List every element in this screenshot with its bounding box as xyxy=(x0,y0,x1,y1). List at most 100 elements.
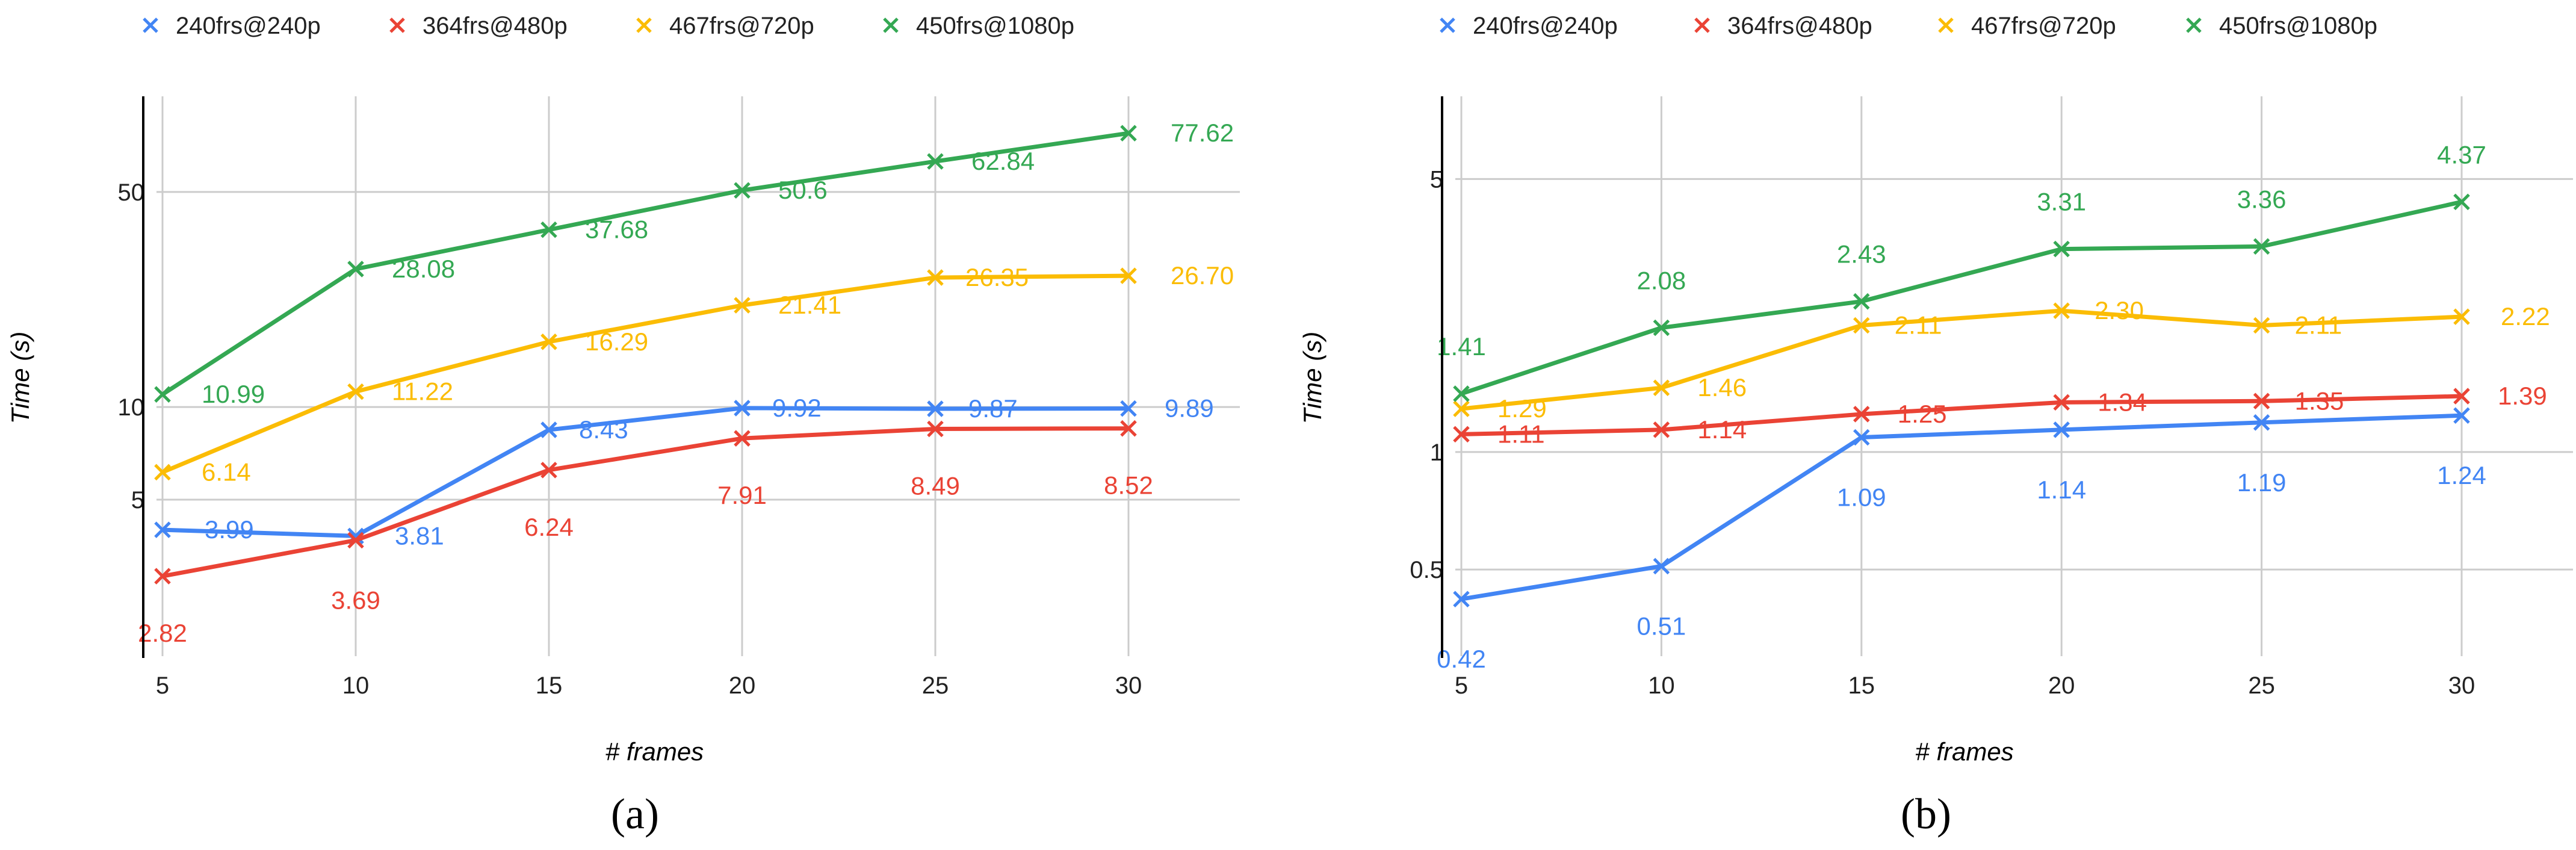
data-label: 37.68 xyxy=(585,216,648,244)
series-group: 0.42 0.51 1.09 1.14 1.19 1.24 1.11 1.14 1.25 1.34… xyxy=(1437,140,2550,673)
data-label: 1.39 xyxy=(2498,382,2547,410)
data-label: 2.11 xyxy=(1895,311,1942,339)
y-tick-label: 50 xyxy=(118,179,145,206)
y-tick-label: 5 xyxy=(1430,166,1443,193)
legend-marker-x-icon xyxy=(883,17,899,33)
legend-entry: 450frs@1080p xyxy=(883,13,1074,39)
data-label: 3.31 xyxy=(2037,188,2086,216)
data-label: 7.91 xyxy=(717,481,767,509)
data-point-marker xyxy=(1853,406,1870,423)
legend-entry: 240frs@240p xyxy=(143,13,321,39)
data-label: 1.14 xyxy=(2037,476,2086,504)
data-point-marker xyxy=(1653,319,1670,337)
data-label: 1.41 xyxy=(1437,332,1486,361)
legend-marker-x-icon xyxy=(2186,17,2202,33)
data-label: 26.70 xyxy=(1171,261,1234,290)
y-tick-label: 1 xyxy=(1430,439,1443,466)
data-label: 1.34 xyxy=(2098,388,2147,416)
data-point-marker xyxy=(540,462,557,479)
data-label: 8.49 xyxy=(911,471,960,500)
data-point-marker xyxy=(1853,429,1870,446)
data-point-marker xyxy=(2453,388,2470,405)
data-label: 2.11 xyxy=(2295,311,2342,339)
data-label: 1.19 xyxy=(2237,468,2287,497)
data-point-marker xyxy=(154,386,171,403)
data-label: 62.84 xyxy=(971,147,1035,175)
data-label: 50.6 xyxy=(778,176,828,204)
data-label: 0.42 xyxy=(1437,645,1486,673)
series-line xyxy=(1461,413,2462,601)
series-line xyxy=(1460,199,2462,396)
data-point-marker xyxy=(347,261,364,278)
y-axis-tick-labels: 0.5 1 5 xyxy=(1410,166,1443,583)
series-line xyxy=(161,131,1129,397)
data-point-marker xyxy=(1853,293,1870,310)
legend-entry: 467frs@720p xyxy=(636,13,814,39)
data-point-marker xyxy=(347,383,364,400)
legend-entry: 364frs@480p xyxy=(1694,13,1872,39)
data-point-marker xyxy=(1453,426,1470,443)
x-tick-label: 10 xyxy=(1648,672,1675,699)
data-point-marker xyxy=(734,430,751,447)
data-label: 2.22 xyxy=(2501,302,2550,330)
data-point-marker xyxy=(2453,407,2470,424)
data-point-marker xyxy=(2253,238,2270,255)
legend-label: 364frs@480p xyxy=(423,13,568,39)
data-label: 8.52 xyxy=(1104,471,1153,500)
data-point-marker xyxy=(2053,421,2070,438)
chart-panel-b: 240frs@240p 364frs@480p 467frs@720p 450frs@… xyxy=(1298,13,2573,838)
y-tick-label: 0.5 xyxy=(1410,557,1443,583)
legend-entry: 240frs@240p xyxy=(1440,13,1618,39)
legend: 240frs@240p 364frs@480p 467frs@720p 450frs@… xyxy=(1440,13,2377,39)
y-tick-label: 5 xyxy=(131,487,144,513)
legend-label: 450frs@1080p xyxy=(916,13,1074,39)
data-point-marker xyxy=(1653,379,1670,396)
series-240frs@240p: 3.99 3.81 8.43 9.92 9.87 9.89 xyxy=(154,394,1214,550)
data-label: 77.62 xyxy=(1171,119,1234,147)
series-line xyxy=(161,273,1129,474)
grid xyxy=(156,96,1240,656)
series-240frs@240p: 0.42 0.51 1.09 1.14 1.19 1.24 xyxy=(1437,407,2486,673)
legend-entry: 467frs@720p xyxy=(1938,13,2116,39)
x-tick-label: 5 xyxy=(1455,672,1468,699)
data-label: 8.43 xyxy=(579,415,628,444)
data-label: 1.25 xyxy=(1898,400,1947,428)
series-467frs@720p: 1.29 1.46 2.11 2.30 2.11 2.22 xyxy=(1453,296,2550,423)
legend-marker-x-icon xyxy=(1440,17,1455,33)
data-point-marker xyxy=(1853,317,1870,334)
grid xyxy=(1455,96,2573,656)
data-label: 1.35 xyxy=(2295,386,2344,415)
series-364frs@480p: 1.11 1.14 1.25 1.34 1.35 1.39 xyxy=(1453,382,2547,448)
y-tick-label: 10 xyxy=(118,394,145,421)
data-point-marker xyxy=(1120,125,1137,142)
legend-marker-x-icon xyxy=(1694,17,1710,33)
data-point-marker xyxy=(2253,414,2270,431)
data-label: 2.82 xyxy=(138,619,187,647)
series-364frs@480p: 2.82 3.69 6.24 7.91 8.49 8.52 xyxy=(138,420,1153,647)
data-point-marker xyxy=(734,182,751,199)
data-point-marker xyxy=(2453,308,2470,325)
data-label: 6.24 xyxy=(524,513,574,541)
y-axis-title: Time (s) xyxy=(6,332,34,424)
data-point-marker xyxy=(1120,267,1137,284)
legend-marker-x-icon xyxy=(143,17,158,33)
legend: 240frs@240p 364frs@480p 467frs@720p 450frs@… xyxy=(143,13,1074,39)
series-450frs@1080p: 10.99 28.08 37.68 50.6 62.84 77.62 xyxy=(154,119,1234,408)
data-label: 3.36 xyxy=(2237,185,2287,213)
data-point-marker xyxy=(1453,400,1470,417)
data-label: 2.30 xyxy=(2095,296,2144,324)
data-point-marker xyxy=(2253,317,2270,334)
legend-entry: 450frs@1080p xyxy=(2186,13,2377,39)
series-group: 3.99 3.81 8.43 9.92 9.87 9.89 2.82 3.69 6.24 7.91… xyxy=(138,119,1234,647)
data-point-marker xyxy=(2053,302,2070,319)
data-point-marker xyxy=(154,568,171,585)
data-point-marker xyxy=(1653,557,1670,575)
series-467frs@720p: 6.14 11.22 16.29 21.41 26.35 26.70 xyxy=(154,261,1234,486)
data-point-marker xyxy=(2453,193,2470,211)
data-label: 9.92 xyxy=(772,394,822,422)
x-tick-label: 25 xyxy=(2248,672,2275,699)
legend-label: 450frs@1080p xyxy=(2219,13,2377,39)
legend-marker-x-icon xyxy=(636,17,652,33)
data-point-marker xyxy=(1120,400,1137,417)
data-point-marker xyxy=(734,400,751,417)
